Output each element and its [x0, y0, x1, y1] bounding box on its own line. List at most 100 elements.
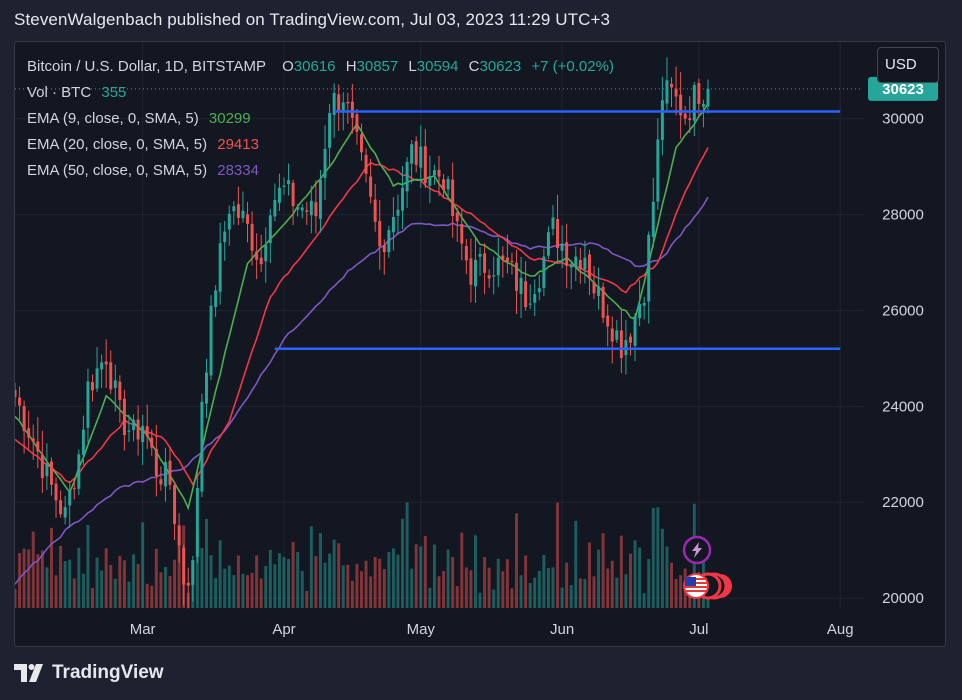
candle — [656, 118, 660, 210]
candle — [551, 205, 555, 236]
volume-bar — [287, 559, 291, 608]
volume-bar — [460, 532, 464, 608]
volume-bar — [410, 568, 414, 608]
candle — [104, 339, 108, 388]
candle — [173, 482, 177, 541]
volume-bar — [391, 548, 395, 608]
volume-bar — [68, 559, 72, 608]
horizontal-levels[interactable] — [274, 110, 841, 351]
candle — [54, 477, 58, 518]
time-axis[interactable]: Mar Apr May Jun Jul Aug — [130, 621, 854, 638]
candle — [350, 83, 354, 134]
candle — [537, 274, 541, 301]
ema50-row[interactable]: EMA (50, close, 0, SMA, 5) 28334 — [27, 158, 614, 184]
volume-bar — [405, 502, 409, 608]
volume-bar — [227, 565, 231, 608]
volume-bar — [451, 556, 455, 608]
candle — [214, 285, 218, 317]
candle — [606, 304, 610, 347]
candle — [405, 157, 409, 208]
candle — [496, 237, 500, 288]
volume-bar — [355, 563, 359, 608]
currency-button[interactable]: USD — [877, 47, 939, 83]
volume-bar — [232, 575, 236, 608]
candle — [674, 66, 678, 116]
volume-bar — [236, 555, 240, 608]
candle — [583, 240, 587, 284]
chart-frame[interactable]: 30000 28000 26000 24000 22000 20000 Mar Apr May… — [14, 41, 946, 647]
candle — [122, 389, 126, 451]
volume-bar — [259, 578, 263, 608]
candle — [615, 319, 619, 344]
candle — [574, 246, 578, 282]
volume-bar — [592, 576, 596, 608]
candle — [519, 256, 523, 319]
volume-bar — [419, 546, 423, 608]
candle — [592, 266, 596, 300]
candle — [95, 347, 99, 393]
time-tick-label: May — [407, 621, 436, 638]
volume-bar — [496, 558, 500, 608]
candle — [647, 231, 651, 324]
price-chart[interactable]: 30000 28000 26000 24000 22000 20000 Mar Apr May… — [15, 42, 945, 646]
lightning-icon[interactable] — [682, 535, 712, 565]
volume-bar — [291, 541, 295, 608]
candle — [337, 84, 341, 132]
candle — [378, 200, 382, 270]
volume-value: 355 — [101, 84, 127, 101]
volume-bar — [574, 520, 578, 608]
candle — [246, 201, 249, 243]
volume-bar — [537, 570, 541, 608]
candle — [45, 443, 49, 490]
us-flag-icon[interactable] — [683, 572, 732, 600]
candle — [670, 77, 673, 107]
volume-bar — [223, 568, 227, 608]
volume-row[interactable]: Vol · BTC 355 — [27, 80, 614, 106]
symbol-name[interactable]: Bitcoin / U.S. Dollar, 1D, BITSTAMP — [27, 58, 266, 75]
candle — [633, 312, 637, 362]
volume-bar — [81, 573, 85, 608]
volume-bar — [487, 567, 491, 608]
candle — [501, 246, 505, 278]
candle — [619, 309, 623, 374]
candle — [264, 227, 268, 283]
tradingview-logo[interactable]: TradingView — [14, 662, 164, 684]
volume-bar — [583, 578, 587, 608]
volume-bar — [91, 587, 94, 608]
time-tick-label: Jul — [689, 621, 708, 638]
volume-bar — [524, 555, 528, 608]
volume-bar — [122, 560, 126, 608]
volume-bar — [346, 564, 350, 608]
volume-bar — [300, 570, 304, 608]
candle — [651, 177, 655, 248]
ema9-row[interactable]: EMA (9, close, 0, SMA, 5) 30299 — [27, 106, 614, 132]
price-tick-label: 24000 — [882, 398, 924, 415]
volume-bar — [651, 507, 655, 608]
volume-bar — [401, 518, 405, 608]
volume-bars — [15, 502, 710, 608]
volume-bar — [168, 575, 172, 608]
ema20-row[interactable]: EMA (20, close, 0, SMA, 5) 29413 — [27, 132, 614, 158]
candle — [154, 424, 158, 497]
candle — [565, 223, 569, 289]
volume-bar — [15, 588, 17, 608]
volume-bar — [282, 557, 286, 608]
candle — [387, 225, 391, 258]
candle — [296, 203, 300, 217]
volume-bar — [323, 562, 327, 608]
volume-bar — [31, 531, 35, 608]
candle — [492, 256, 496, 295]
volume-bar — [423, 535, 427, 608]
candle — [587, 249, 591, 296]
candle — [300, 204, 304, 219]
volume-bar — [72, 578, 76, 608]
candle — [36, 417, 40, 469]
candle — [177, 513, 181, 563]
price-tick-label: 28000 — [882, 207, 924, 224]
volume-bar — [218, 540, 222, 608]
price-axis[interactable]: 30000 28000 26000 24000 22000 20000 — [882, 111, 924, 607]
event-icons[interactable] — [682, 535, 732, 600]
volume-bar — [615, 577, 619, 608]
volume-bar — [610, 560, 614, 608]
candle — [277, 173, 281, 211]
